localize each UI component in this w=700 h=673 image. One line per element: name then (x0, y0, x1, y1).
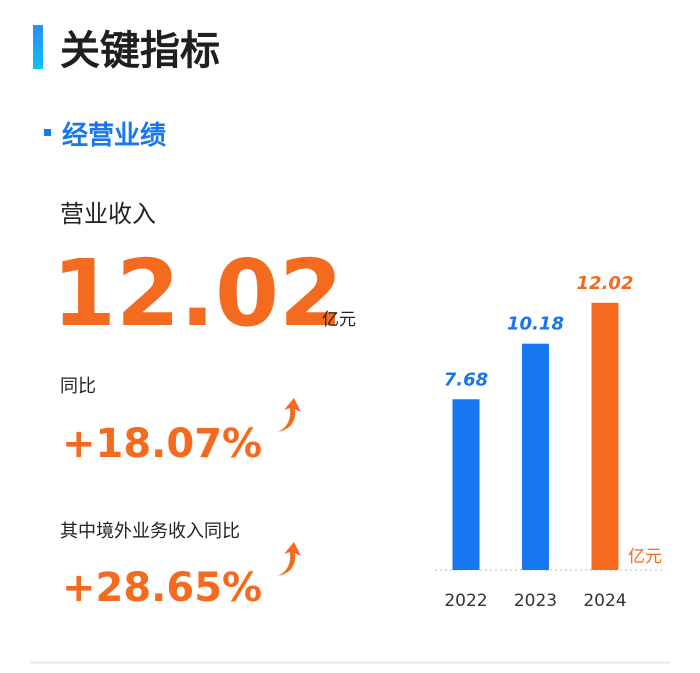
yoy-value: +18.07% (62, 421, 262, 467)
value-label: 7.68 (444, 369, 488, 390)
section-bullet (44, 129, 51, 136)
page-title: 关键指标 (60, 28, 220, 74)
value-label: 10.18 (507, 314, 564, 335)
overseas-label: 其中境外业务收入同比 (60, 521, 240, 542)
overseas-value: +28.65% (62, 565, 262, 611)
bar-chart: 7.68 2022 10.18 2023 12.02 2024 亿元 (444, 273, 662, 611)
revenue-unit: 亿元 (322, 310, 356, 330)
up-arrow (278, 542, 301, 576)
x-tick-label: 2024 (583, 591, 626, 611)
revenue-value: 12.02 (52, 240, 343, 347)
unit-label: 亿元 (628, 547, 662, 567)
bar (522, 343, 549, 570)
revenue-label: 营业收入 (60, 200, 156, 228)
up-arrow (278, 398, 301, 432)
yoy-label: 同比 (60, 376, 96, 397)
section-title: 经营业绩 (62, 120, 166, 151)
divider (30, 661, 670, 664)
x-tick-label: 2023 (514, 591, 557, 611)
x-tick-label: 2022 (444, 591, 487, 611)
bar (452, 399, 480, 570)
value-label: 12.02 (577, 273, 634, 294)
bar (591, 302, 619, 570)
title-accent (33, 25, 43, 69)
